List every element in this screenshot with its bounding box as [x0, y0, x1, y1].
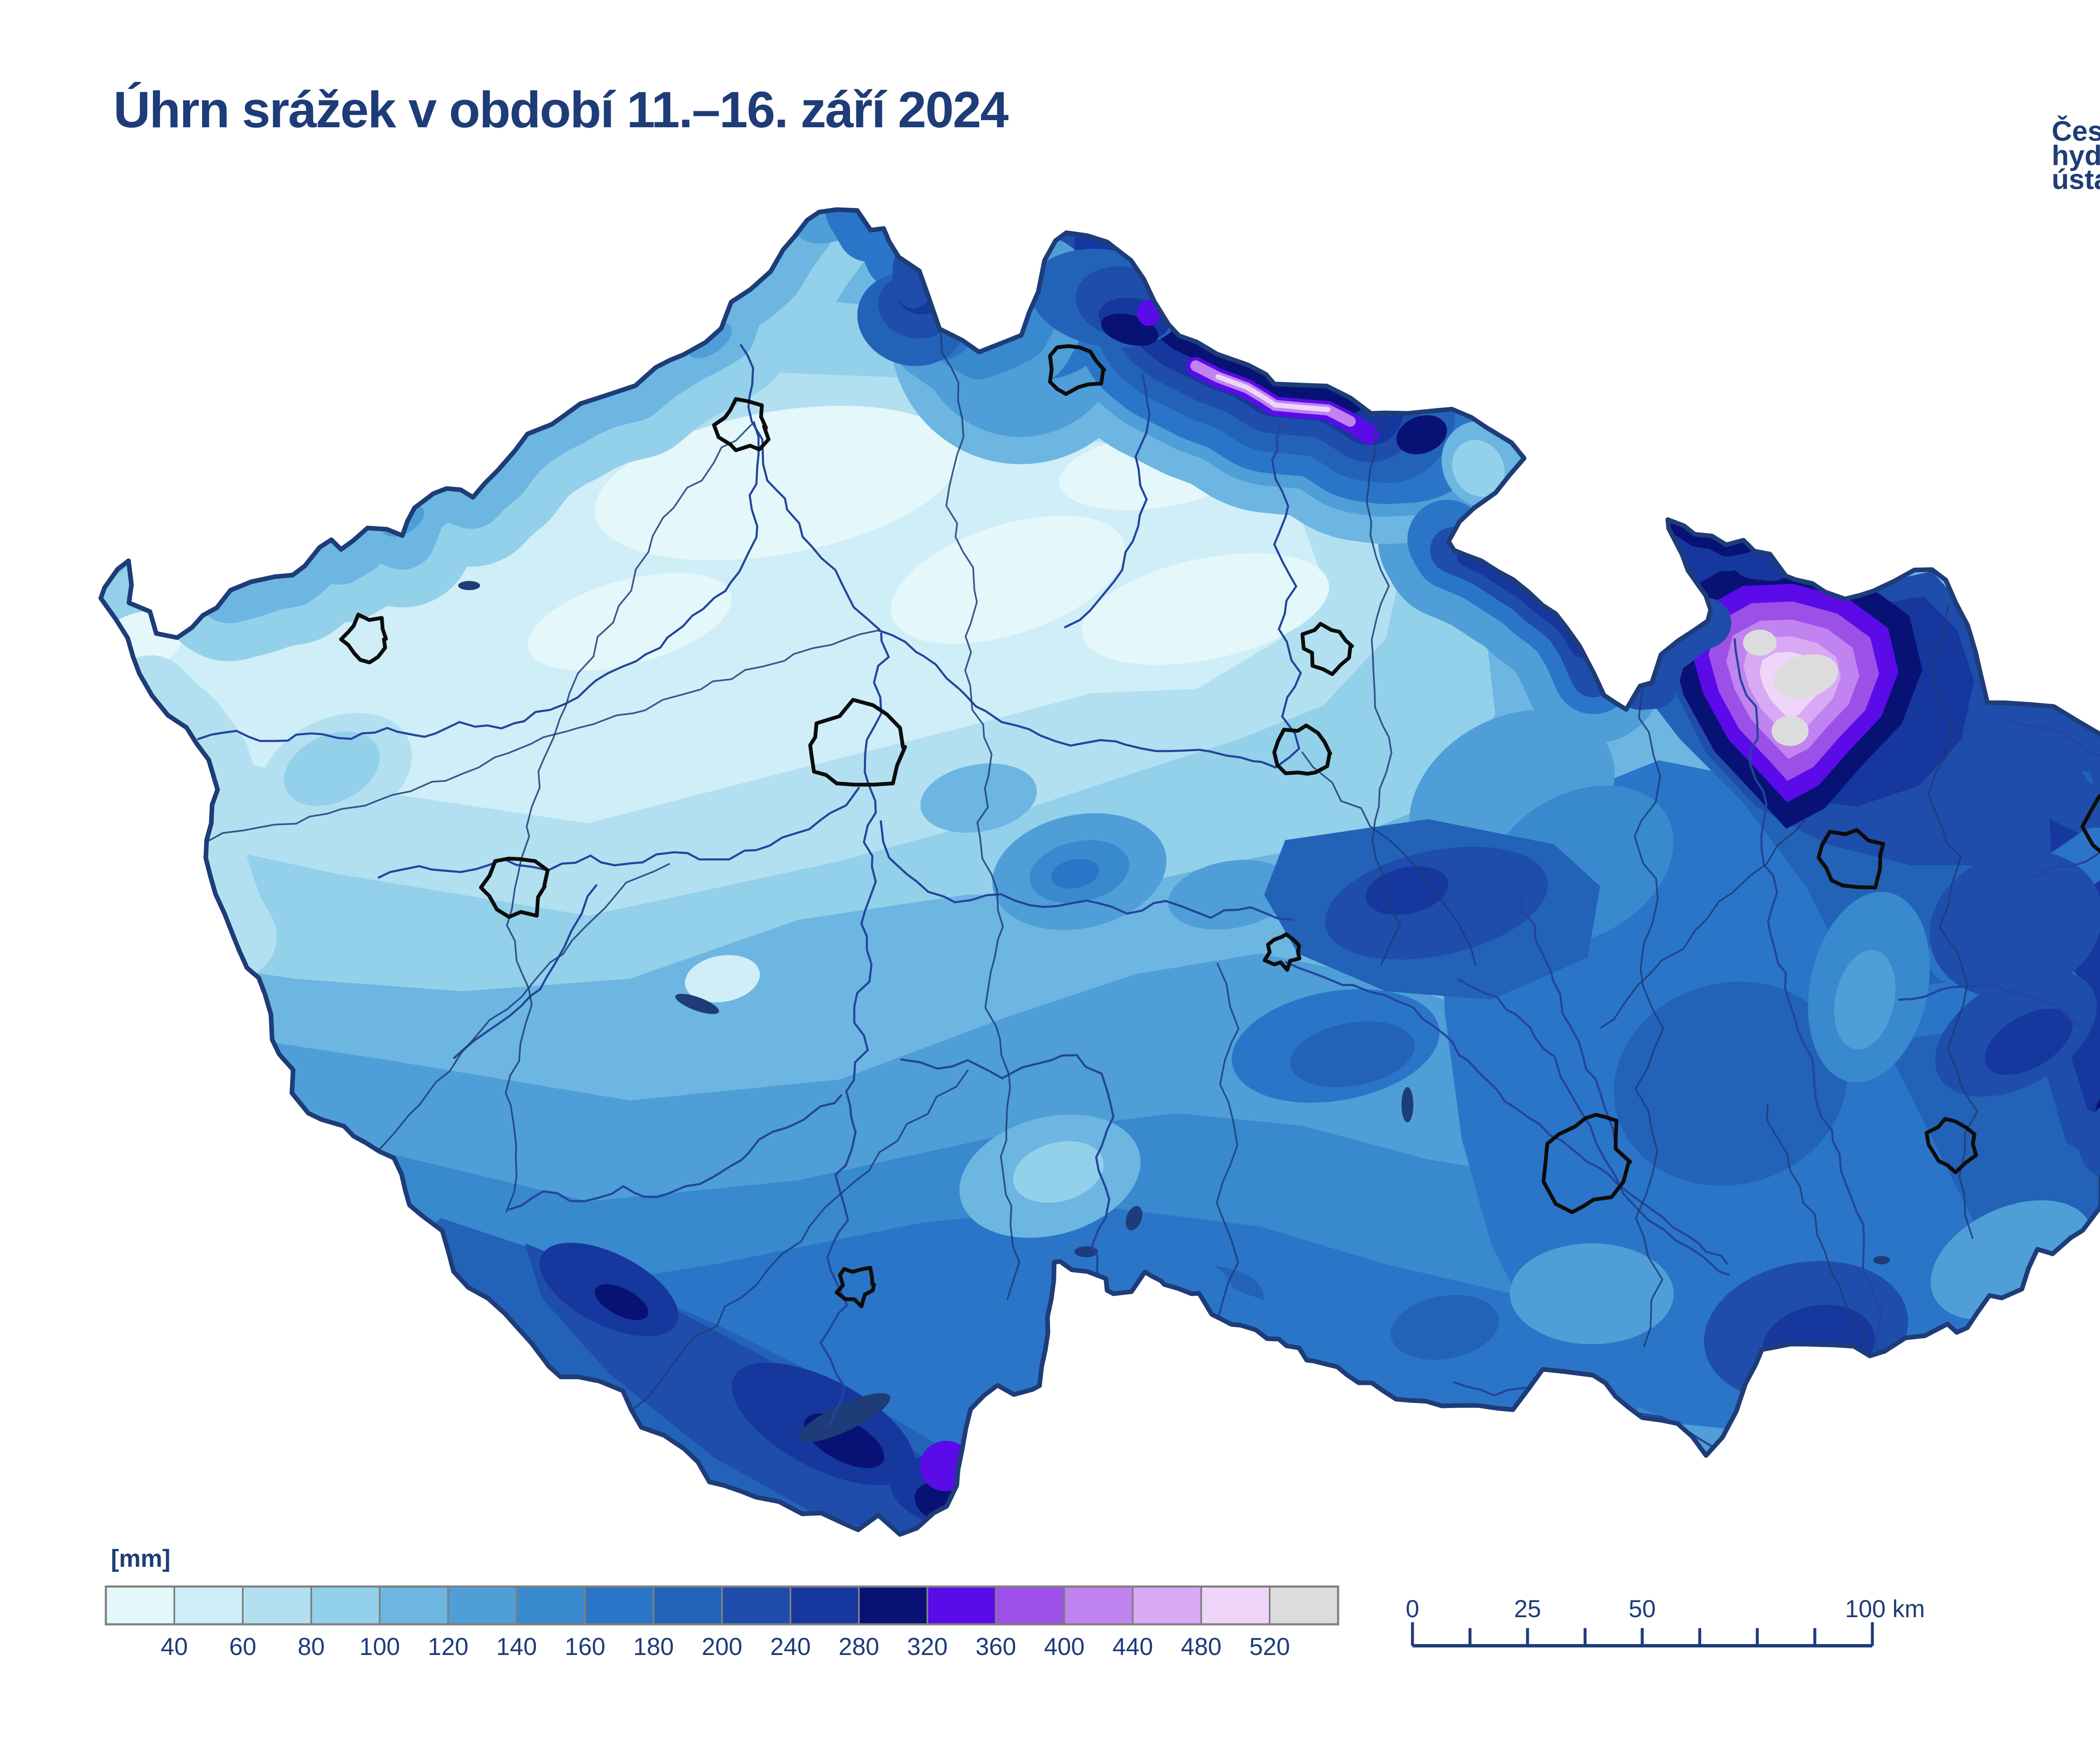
- svg-text:140: 140: [496, 1633, 537, 1660]
- svg-text:60: 60: [229, 1633, 257, 1660]
- svg-text:hydrometeorologický: hydrometeorologický: [2052, 140, 2100, 171]
- svg-text:180: 180: [633, 1633, 674, 1660]
- svg-text:100 km: 100 km: [1845, 1595, 1925, 1623]
- svg-text:[mm]: [mm]: [111, 1545, 171, 1572]
- svg-text:50: 50: [1629, 1595, 1656, 1623]
- svg-text:80: 80: [298, 1633, 325, 1660]
- svg-text:440: 440: [1113, 1633, 1153, 1660]
- svg-text:40: 40: [161, 1633, 188, 1660]
- svg-text:Úhrn srážek v období 11.–16. z: Úhrn srážek v období 11.–16. září 2024: [113, 81, 1009, 138]
- svg-text:120: 120: [428, 1633, 469, 1660]
- svg-text:0: 0: [1406, 1595, 1419, 1623]
- svg-text:480: 480: [1181, 1633, 1222, 1660]
- svg-text:160: 160: [565, 1633, 606, 1660]
- svg-text:320: 320: [907, 1633, 948, 1660]
- svg-text:360: 360: [976, 1633, 1016, 1660]
- svg-text:25: 25: [1514, 1595, 1541, 1623]
- svg-text:200: 200: [702, 1633, 743, 1660]
- svg-text:520: 520: [1250, 1633, 1290, 1660]
- svg-text:280: 280: [839, 1633, 879, 1660]
- svg-text:ústav: ústav: [2052, 164, 2100, 195]
- svg-text:240: 240: [770, 1633, 811, 1660]
- svg-text:Český: Český: [2052, 116, 2100, 147]
- svg-text:100: 100: [360, 1633, 400, 1660]
- svg-text:400: 400: [1044, 1633, 1085, 1660]
